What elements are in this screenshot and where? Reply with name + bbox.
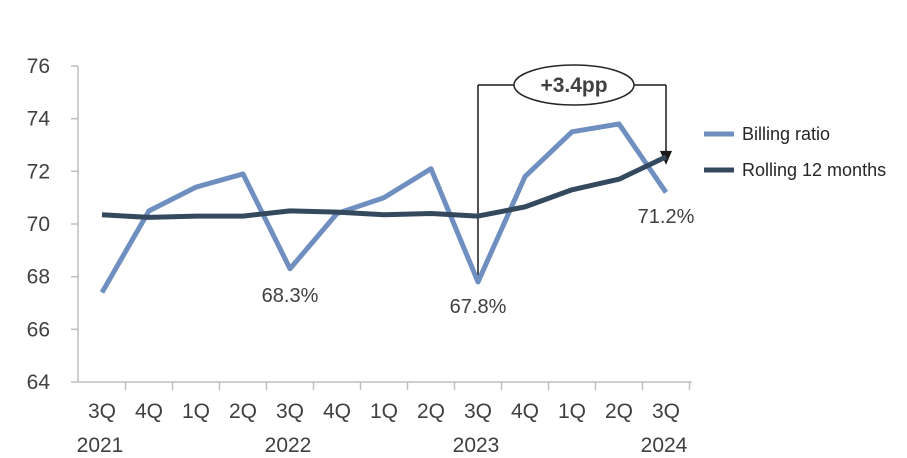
change-badge-label: +3.4pp bbox=[540, 74, 607, 97]
x-tick-label: 4Q bbox=[323, 400, 351, 423]
x-tick-label: 3Q bbox=[464, 400, 492, 423]
x-year-label: 2022 bbox=[265, 434, 312, 457]
legend: Billing ratio Rolling 12 months bbox=[704, 124, 886, 180]
legend-label: Billing ratio bbox=[742, 124, 830, 144]
y-tick-label: 74 bbox=[27, 108, 51, 131]
y-tick-label: 72 bbox=[27, 160, 50, 183]
x-tick-label: 4Q bbox=[511, 400, 539, 423]
y-tick-label: 66 bbox=[27, 318, 50, 341]
y-tick-label: 68 bbox=[27, 266, 50, 289]
series-line-rolling-12-months bbox=[101, 154, 668, 220]
data-annotations: 68.3% 67.8% 71.2% bbox=[262, 206, 695, 318]
change-badge bbox=[513, 64, 635, 106]
series-line-billing-ratio bbox=[99, 121, 669, 294]
data-label: 71.2% bbox=[638, 206, 695, 228]
data-label: 67.8% bbox=[450, 296, 507, 318]
data-label: 68.3% bbox=[262, 285, 319, 307]
x-tick-label: 2Q bbox=[605, 400, 633, 423]
y-tick-label: 76 bbox=[27, 55, 50, 78]
x-year-label: 2021 bbox=[77, 434, 124, 457]
x-axis-ticks: 3Q 4Q 1Q 2Q 3Q 4Q 1Q 2Q 3Q 4Q 1Q 2Q 3Q 2021 2022 2023 20… bbox=[77, 382, 691, 457]
change-bracket: +3.4pp bbox=[477, 64, 672, 282]
x-tick-label: 2Q bbox=[417, 400, 445, 423]
x-year-label: 2024 bbox=[641, 434, 688, 457]
y-axis-ticks: 64 66 68 70 72 74 76 bbox=[27, 55, 78, 394]
y-tick-label: 70 bbox=[27, 213, 50, 236]
x-tick-label: 4Q bbox=[135, 400, 163, 423]
legend-label: Rolling 12 months bbox=[742, 160, 886, 180]
axes bbox=[77, 66, 692, 383]
x-tick-label: 1Q bbox=[370, 400, 398, 423]
x-tick-label: 1Q bbox=[182, 400, 210, 423]
x-tick-label: 3Q bbox=[652, 400, 680, 423]
x-year-label: 2023 bbox=[453, 434, 500, 457]
x-tick-label: 3Q bbox=[88, 400, 116, 423]
y-tick-label: 64 bbox=[27, 371, 51, 394]
x-tick-label: 2Q bbox=[229, 400, 257, 423]
series-lines bbox=[99, 121, 669, 294]
x-tick-label: 3Q bbox=[276, 400, 304, 423]
x-tick-label: 1Q bbox=[558, 400, 586, 423]
